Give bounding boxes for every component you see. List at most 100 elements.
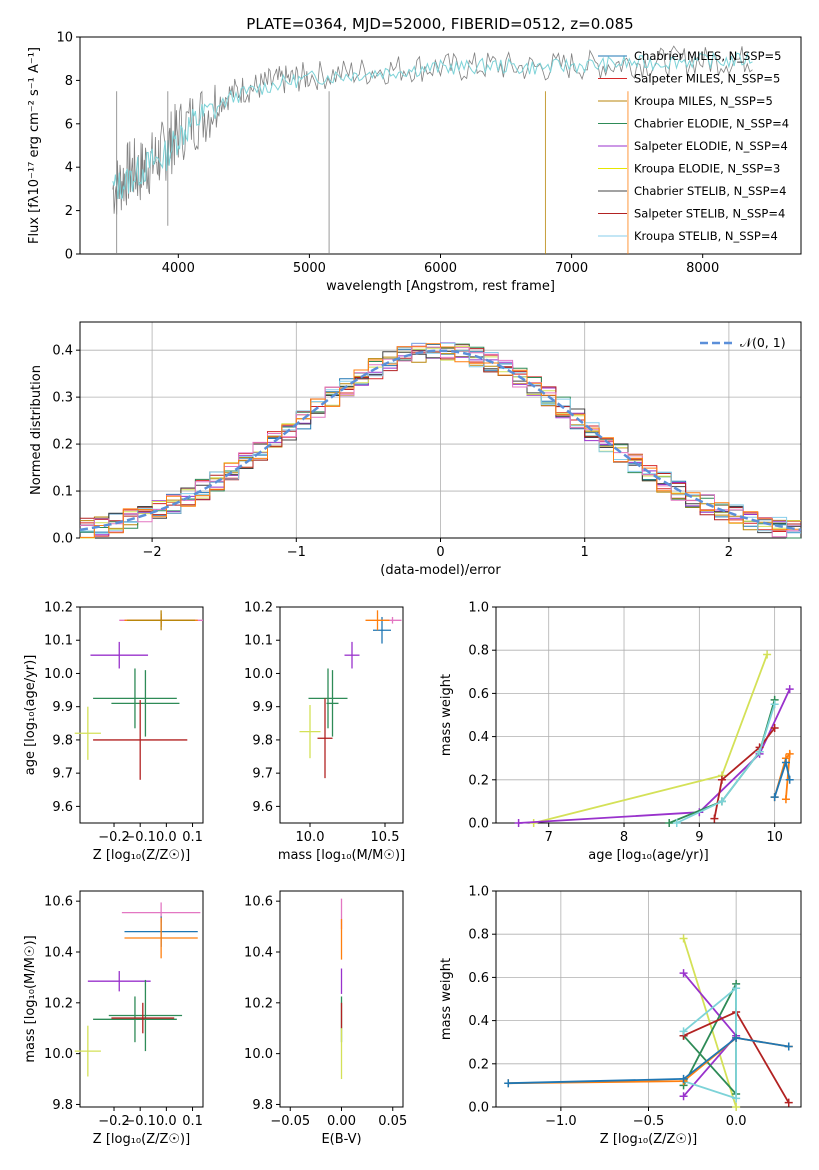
x-tick-label: 0.00 xyxy=(327,1114,356,1129)
y-tick-label: 2 xyxy=(65,204,73,219)
y-axis-label: mass weight xyxy=(439,958,454,1040)
y-tick-label: 0.0 xyxy=(468,1101,489,1116)
y-tick-label: 0.4 xyxy=(468,1014,489,1029)
weight-point xyxy=(770,723,779,732)
x-tick-label: 4000 xyxy=(162,261,195,276)
weight-point xyxy=(710,814,719,823)
axes-frame xyxy=(279,606,404,824)
y-tick-label: 9.8 xyxy=(252,1098,273,1113)
x-tick-label: −1.0 xyxy=(545,1114,577,1129)
y-tick-label: 1.0 xyxy=(468,601,489,616)
y-tick-label: 0.2 xyxy=(468,773,489,788)
y-tick-label: 10.0 xyxy=(244,1047,273,1062)
y-tick-label: 8 xyxy=(65,74,73,89)
x-tick-label: −0.2 xyxy=(98,1114,130,1129)
y-tick-label: 9.9 xyxy=(252,700,273,715)
y-tick-label: 10.0 xyxy=(44,1047,73,1062)
x-tick-label: −0.2 xyxy=(98,830,130,845)
age-vs-Z-panel: −0.2−0.1 0.0 0.1 9.6 9.7 9.8 9.9 10.0 10.1 10.2 Z … xyxy=(23,601,204,863)
x-axis-label: Z [log₁₀(Z/Z☉)] xyxy=(93,1132,190,1147)
weight-series-line xyxy=(508,1036,789,1085)
x-tick-label: 7 xyxy=(545,830,553,845)
y-tick-label: 0 xyxy=(65,248,73,263)
y-tick-label: 0.4 xyxy=(468,730,489,745)
age-vs-mass-panel: 10.0 10.5 9.6 9.7 9.8 9.9 10.0 10.1 10.2 mass [lo… xyxy=(244,601,405,864)
axes-frame xyxy=(79,36,802,255)
y-tick-label: 0.2 xyxy=(52,438,73,453)
weight-series-line xyxy=(682,938,737,1108)
legend-label: Salpeter STELIB, N_SSP=4 xyxy=(634,207,785,221)
legend-label: Salpeter MILES, N_SSP=5 xyxy=(634,72,780,86)
weight-point xyxy=(770,700,779,709)
weight-series-line xyxy=(682,983,737,1097)
x-tick-label: 1 xyxy=(581,545,589,560)
x-tick-label: 0 xyxy=(436,545,444,560)
y-tick-label: 9.7 xyxy=(252,767,273,782)
y-tick-label: 0.2 xyxy=(468,1057,489,1072)
y-tick-label: 9.6 xyxy=(52,800,73,815)
weight-point xyxy=(679,1092,688,1101)
y-tick-label: 10.0 xyxy=(44,667,73,682)
y-tick-label: 0.8 xyxy=(468,928,489,943)
weight-point xyxy=(665,819,674,827)
weight-point xyxy=(755,747,764,756)
y-tick-label: 10.4 xyxy=(44,945,73,960)
y-tick-label: 10.1 xyxy=(44,634,73,649)
x-tick-label: 10.5 xyxy=(371,830,400,845)
weight-point xyxy=(679,1074,688,1083)
weight-point xyxy=(784,1042,793,1051)
residual-histogram-step xyxy=(80,343,801,538)
weight-point xyxy=(732,1103,741,1111)
y-tick-label: 0.1 xyxy=(52,485,73,500)
legend-label: Chabrier STELIB, N_SSP=4 xyxy=(634,184,786,198)
x-axis-label: Z [log₁₀(Z/Z☉)] xyxy=(600,1132,697,1147)
weight-vs-age-panel: 7 8 9 10 0.0 0.2 0.4 0.6 0.8 1.0 age [log₁₀(age/yr… xyxy=(439,601,802,863)
axes-frame xyxy=(79,321,802,539)
y-tick-label: 9.8 xyxy=(252,733,273,748)
x-tick-label: 8 xyxy=(620,830,628,845)
axes-frame xyxy=(495,890,802,1108)
x-tick-label: −0.1 xyxy=(124,1114,156,1129)
weight-point xyxy=(679,934,688,943)
x-axis-label: age [log₁₀(age/yr)] xyxy=(588,848,709,863)
weight-point xyxy=(785,749,794,758)
y-tick-label: 0.0 xyxy=(52,532,73,547)
axes-frame xyxy=(79,606,204,824)
weight-vs-Z-panel: −1.0 −0.5 0.0 0.0 0.2 0.4 0.6 0.8 1.0 Z [log₁₀(Z/… xyxy=(439,885,802,1147)
axes-frame xyxy=(279,890,404,1108)
weight-point xyxy=(732,1094,741,1103)
spectrum-model-line xyxy=(112,51,753,200)
x-tick-label: 9 xyxy=(695,830,703,845)
legend-label: Kroupa STELIB, N_SSP=4 xyxy=(634,229,778,243)
y-tick-label: 10.6 xyxy=(44,895,73,910)
y-tick-label: 9.6 xyxy=(252,800,273,815)
x-tick-label: −1 xyxy=(287,545,306,560)
y-axis-label: Normed distribution xyxy=(29,365,44,495)
x-tick-label: 0.0 xyxy=(156,830,177,845)
y-axis-label: Flux [fλ10⁻¹⁷ erg cm⁻² s⁻¹ A⁻¹] xyxy=(27,47,42,244)
x-tick-label: 5000 xyxy=(293,261,326,276)
weight-point xyxy=(770,793,779,802)
x-tick-label: 10.0 xyxy=(296,830,325,845)
weight-point xyxy=(732,1033,741,1042)
legend-label: Chabrier ELODIE, N_SSP=4 xyxy=(634,117,789,131)
y-tick-label: 0.0 xyxy=(468,817,489,832)
y-tick-label: 10.2 xyxy=(44,601,73,616)
y-tick-label: 9.7 xyxy=(52,767,73,782)
axes-frame xyxy=(79,890,204,1108)
legend-label: 𝒩(0, 1) xyxy=(740,335,786,350)
y-tick-label: 10.1 xyxy=(244,634,273,649)
y-tick-label: 1.0 xyxy=(468,885,489,900)
x-tick-label: 8000 xyxy=(686,261,719,276)
legend-label: Chabrier MILES, N_SSP=5 xyxy=(634,49,781,63)
x-tick-label: 0.0 xyxy=(726,1114,747,1129)
x-tick-label: −0.05 xyxy=(270,1114,310,1129)
y-tick-label: 9.8 xyxy=(52,733,73,748)
y-axis-label: age [log₁₀(age/yr)] xyxy=(23,655,38,776)
y-tick-label: 10.4 xyxy=(244,945,273,960)
y-tick-label: 9.8 xyxy=(52,1098,73,1113)
y-tick-label: 10.2 xyxy=(244,996,273,1011)
spectrum-legend: Chabrier MILES, N_SSP=5 Salpeter MILES, N… xyxy=(598,49,789,243)
legend-label: Kroupa ELODIE, N_SSP=3 xyxy=(634,162,780,176)
